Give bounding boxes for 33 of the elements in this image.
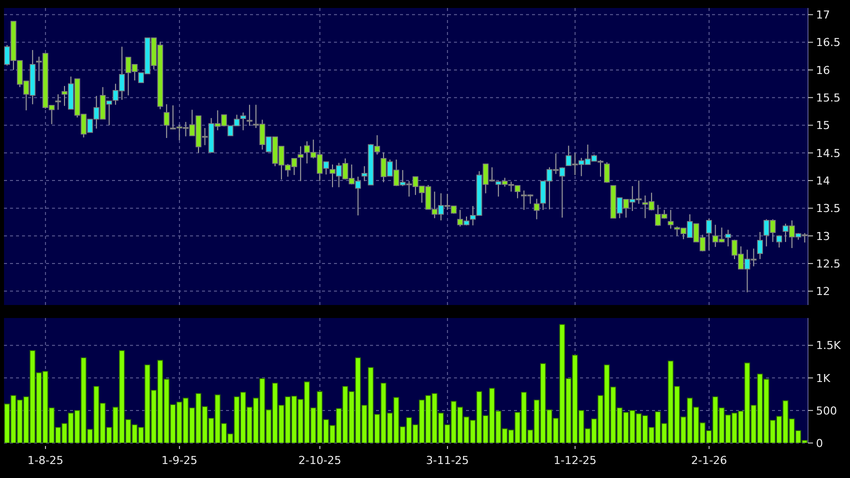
candlestick [240, 112, 246, 131]
x-tick-label: 2-1-26 [691, 454, 728, 467]
candlestick [164, 104, 170, 138]
y-tick-label: 15.5 [816, 92, 840, 105]
y-tick-label: 1K [816, 372, 831, 385]
candlestick [776, 234, 782, 248]
x-tick-label: 1-9-25 [162, 454, 198, 467]
y-tick-label: 0 [816, 436, 823, 450]
x-tick-label: 3-11-25 [426, 454, 469, 467]
x-tick-label: 1-8-25 [28, 454, 64, 467]
y-tick-label: 14.5 [816, 146, 840, 160]
candlestick [246, 104, 252, 126]
candlestick [534, 198, 540, 220]
candlestick [668, 209, 674, 230]
y-tick-label: 17 [816, 8, 830, 22]
y-tick-label: 12.5 [816, 257, 840, 270]
candlestick [706, 218, 712, 251]
x-tick-label: 2-10-25 [298, 454, 342, 467]
x-tick-label: 1-12-25 [554, 454, 597, 467]
y-tick-label: 15 [816, 119, 830, 132]
y-tick-label: 1.5K [816, 339, 842, 352]
y-tick-label: 13.5 [816, 202, 840, 216]
y-tick-label: 16.5 [816, 36, 840, 50]
y-tick-label: 500 [816, 404, 837, 418]
candlestick [298, 146, 304, 182]
candlestick [604, 162, 610, 184]
candlestick [757, 231, 763, 260]
y-tick-label: 13 [816, 230, 830, 243]
y-tick-label: 16 [816, 64, 830, 77]
candlestick [725, 229, 732, 247]
candlestick [55, 94, 62, 110]
y-tick-label: 14 [816, 174, 830, 188]
y-tick-label: 12 [816, 285, 830, 298]
